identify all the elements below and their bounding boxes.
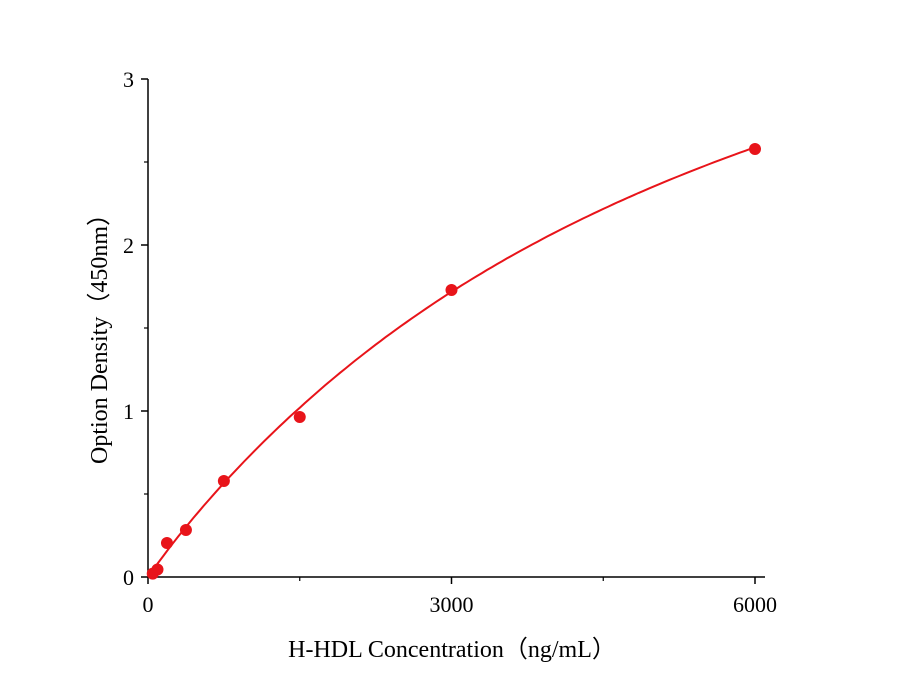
data-point [445, 283, 458, 296]
y-tick-label: 3 [123, 67, 134, 92]
data-point [749, 143, 761, 156]
data-point [217, 475, 230, 488]
axes: 0 3000 6000 0 1 2 3 [123, 67, 777, 617]
y-tick-label: 2 [123, 233, 134, 258]
fit-curve-group [147, 146, 756, 578]
y-axis-label: Option Density（450nm） [87, 202, 113, 464]
points-group [146, 143, 761, 580]
data-point [160, 536, 173, 549]
x-axis-label: H-HDL Concentration（ng/mL） [288, 637, 616, 663]
data-point [179, 524, 192, 537]
fit-curve [147, 146, 756, 578]
x-tick-label: 6000 [733, 592, 777, 617]
data-point [293, 410, 306, 423]
data-point [151, 563, 164, 576]
x-tick-label: 3000 [430, 592, 474, 617]
y-tick-label: 1 [123, 399, 134, 424]
x-tick-label: 0 [143, 592, 154, 617]
y-tick-label: 0 [123, 565, 134, 590]
